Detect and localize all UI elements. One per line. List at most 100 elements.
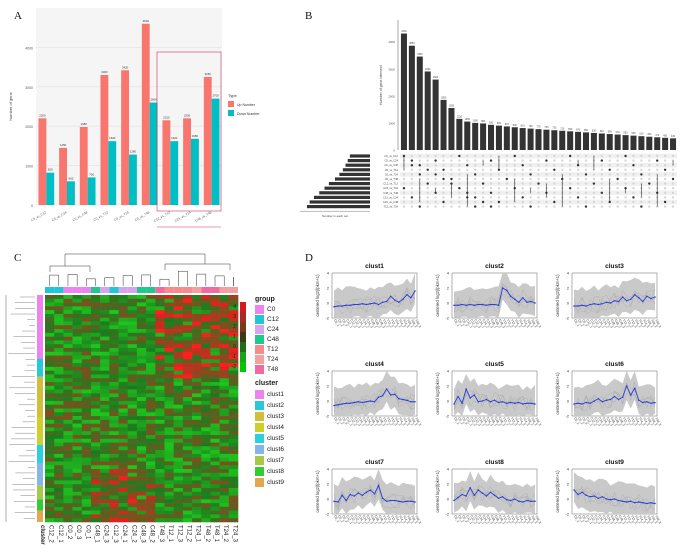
x-tick-label: T48_1	[406, 417, 414, 427]
x-tick-label: T24_1	[394, 319, 402, 329]
heatmap-cell	[173, 329, 184, 334]
heatmap-cell	[210, 313, 220, 318]
cluster-legend-item: clust2	[255, 401, 284, 410]
heatmap-cell	[228, 499, 239, 504]
cluster-legend-swatch	[255, 412, 264, 421]
heatmap-cell	[72, 438, 83, 443]
y-tick-label: -2	[445, 414, 449, 419]
matrix-dot	[663, 173, 667, 176]
heatmap-cell	[118, 359, 129, 364]
mean-profile-point	[573, 305, 575, 307]
x-tick-label: T12_1	[382, 319, 390, 329]
cluster-annotation-cell	[37, 444, 43, 463]
heatmap-cell	[45, 457, 55, 462]
heatmap-cell	[54, 442, 64, 447]
matrix-dot	[442, 205, 445, 208]
heatmap-cell	[54, 472, 64, 477]
heatmap-cell	[155, 416, 165, 421]
heatmap-cell	[201, 378, 211, 383]
heatmap-cell	[228, 351, 239, 356]
heatmap-cell	[228, 423, 239, 428]
bar-up-number	[203, 76, 212, 205]
heatmap-cell	[155, 321, 165, 326]
x-tick-label: C12_1	[585, 319, 593, 329]
bar-value-label: 700	[89, 172, 94, 176]
heatmap-cell	[146, 461, 156, 466]
heatmap-cell	[109, 366, 119, 371]
y-tick-label: 2	[327, 286, 330, 291]
cluster-legend-swatch	[255, 423, 264, 432]
x-tick-label: C12_2	[589, 319, 597, 329]
heatmap-cell	[63, 404, 73, 409]
y-tick-label: -2	[325, 414, 329, 419]
heatmap-cell	[109, 416, 119, 421]
mean-profile-point	[589, 495, 591, 498]
matrix-dot	[458, 191, 461, 194]
column-label: C0_3	[75, 525, 81, 540]
x-tick-label: T48_1	[526, 319, 534, 329]
mean-profile-point	[477, 400, 480, 403]
mean-profile-point	[497, 497, 500, 500]
intersection-bar	[527, 128, 534, 150]
heatmap-cell	[146, 385, 156, 390]
heatmap-cell	[155, 446, 165, 451]
intersection-value: 750	[544, 126, 549, 129]
heatmap-cell	[63, 487, 73, 493]
group-legend-item: C0	[255, 305, 275, 314]
heatmap-cell	[192, 404, 202, 409]
color-scale-tick: 4	[233, 304, 236, 310]
heatmap-cell	[118, 446, 129, 451]
heatmap-cell	[164, 427, 174, 432]
heatmap-cell	[54, 408, 64, 413]
heatmap-cell	[173, 408, 184, 413]
mean-profile-point	[581, 403, 583, 405]
heatmap-cell	[63, 506, 73, 511]
matrix-dot	[458, 177, 461, 181]
heatmap-cell	[45, 295, 55, 300]
matrix-dot	[600, 205, 604, 208]
matrix-dot	[584, 200, 588, 204]
heatmap-cell	[146, 442, 156, 447]
heatmap-cell	[127, 412, 138, 417]
heatmap-cell	[173, 431, 184, 436]
group-legend-label: T24	[267, 356, 279, 363]
heatmap-cell	[81, 404, 92, 409]
heatmap-cell	[201, 295, 211, 300]
matrix-dot	[410, 187, 414, 190]
heatmap-cell	[173, 503, 184, 508]
heatmap-cell	[127, 306, 138, 311]
heatmap-cell	[136, 347, 147, 353]
heatmap-cell	[109, 385, 119, 390]
cluster-legend-label: clust2	[267, 402, 284, 409]
heatmap-cell	[173, 510, 184, 515]
heatmap-cell	[146, 457, 156, 462]
heatmap-cell	[192, 487, 202, 493]
x-tick-label: T12_1	[502, 319, 510, 329]
heatmap-cell	[100, 423, 110, 428]
heatmap-cell	[63, 453, 73, 458]
heatmap-cell	[81, 298, 92, 303]
heatmap-cell	[127, 366, 138, 371]
cluster-annotation-cell	[37, 462, 43, 486]
gene-profile-line	[573, 385, 656, 412]
group-legend-item: C48	[255, 335, 279, 344]
set-size-bar	[349, 154, 370, 158]
matrix-dot	[537, 159, 540, 162]
matrix-dot	[473, 205, 477, 208]
x-tick-label: C12_2	[349, 515, 357, 525]
heatmap-cell	[164, 321, 174, 326]
heatmap-cell	[63, 363, 73, 368]
heatmap-cell	[72, 329, 83, 334]
row-annotation-label: cluster	[39, 525, 45, 545]
heatmap-cell	[127, 499, 138, 504]
heatmap-cell	[182, 446, 193, 451]
mean-profile-point	[385, 300, 388, 303]
x-tick-label: T12_3	[630, 417, 638, 427]
heatmap-cell	[192, 298, 202, 303]
heatmap-cell	[118, 412, 129, 417]
mean-profile-point	[353, 303, 356, 306]
matrix-dot	[418, 154, 421, 158]
matrix-dot	[513, 168, 516, 171]
heatmap-cell	[201, 336, 211, 341]
x-tick-label: C0_2	[337, 515, 344, 524]
